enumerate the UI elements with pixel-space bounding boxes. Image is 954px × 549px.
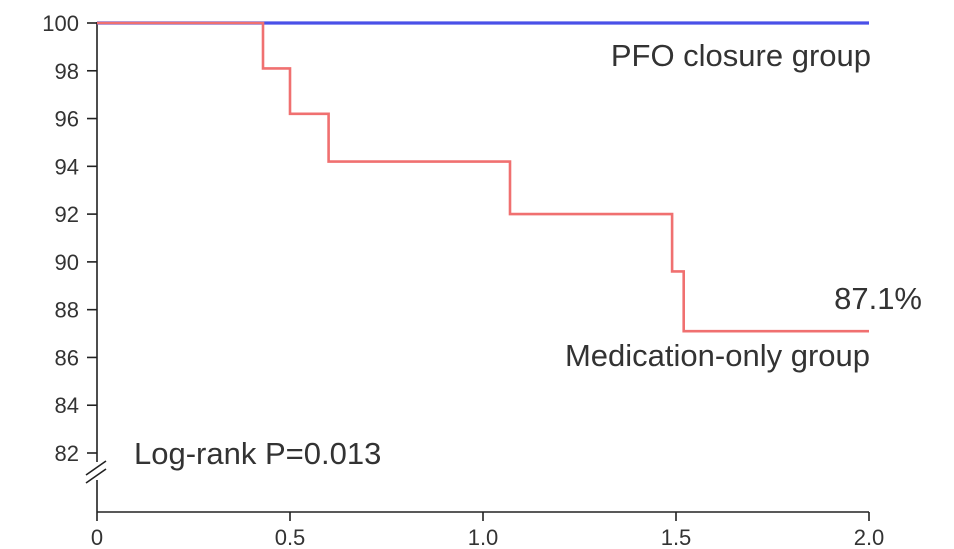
x-tick-label: 2.0 bbox=[854, 525, 885, 549]
axis-break-icon bbox=[85, 460, 107, 484]
medication-group-label: Medication-only group bbox=[565, 338, 870, 373]
medication-only-line bbox=[97, 21, 869, 333]
x-tick-label: 0 bbox=[91, 525, 103, 549]
y-tick-label: 86 bbox=[55, 345, 79, 370]
y-tick-label: 100 bbox=[42, 11, 79, 36]
logrank-label: Log-rank P=0.013 bbox=[134, 436, 381, 471]
y-tick-label: 92 bbox=[55, 202, 79, 227]
x-ticks: 0 0.5 1.0 1.5 2.0 bbox=[91, 512, 884, 549]
x-tick-label: 1.5 bbox=[661, 525, 692, 549]
y-tick-label: 82 bbox=[55, 441, 79, 466]
final-value-label: 87.1% bbox=[834, 281, 922, 316]
y-tick-label: 90 bbox=[55, 250, 79, 275]
x-tick-label: 1.0 bbox=[468, 525, 499, 549]
y-tick-label: 96 bbox=[55, 107, 79, 132]
y-ticks: 82 84 86 88 90 92 94 96 98 100 bbox=[42, 11, 97, 466]
series-lines bbox=[97, 21, 869, 333]
y-tick-label: 98 bbox=[55, 59, 79, 84]
y-tick-label: 84 bbox=[55, 393, 79, 418]
y-tick-label: 94 bbox=[55, 154, 79, 179]
break-mark bbox=[85, 468, 107, 484]
pfo-group-label: PFO closure group bbox=[611, 38, 871, 73]
break-mark bbox=[85, 460, 107, 476]
y-tick-label: 88 bbox=[55, 298, 79, 323]
x-tick-label: 0.5 bbox=[275, 525, 306, 549]
